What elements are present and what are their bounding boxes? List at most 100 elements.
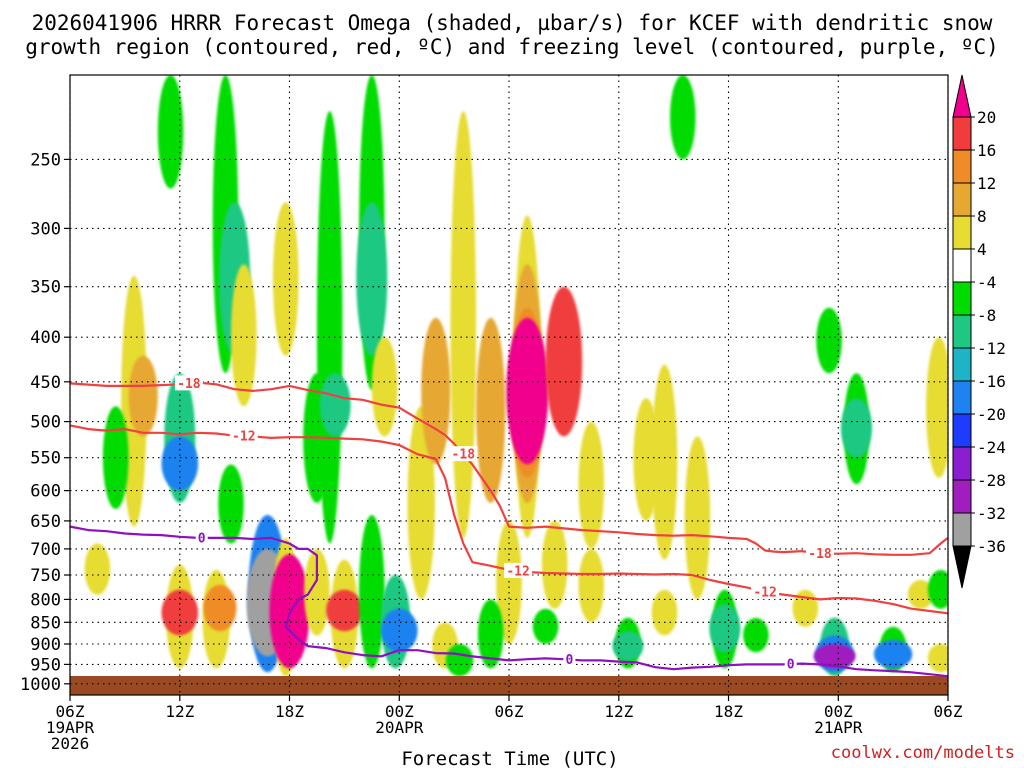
x-axis-label: Forecast Time (UTC): [401, 748, 618, 768]
dgz-minus12-label-bg-2: [751, 584, 780, 600]
credit-text: coolwx.com/modelts: [831, 743, 1015, 763]
xtick-label-42-0: 00Z: [824, 702, 853, 721]
dgz-minus18-label-0: -18: [177, 377, 201, 392]
colorbar-bin-7: [952, 314, 972, 349]
xtick-label-12-0: 18Z: [275, 702, 304, 721]
xtick-label-6-0: 12Z: [165, 702, 194, 721]
ytick-label-650: 650: [30, 512, 61, 532]
ytick-label-950: 950: [30, 655, 61, 675]
colorbar-label-7: -12: [977, 339, 1006, 358]
freezing-level-label-bg-2: [784, 656, 797, 672]
colorbar-label-6: -8: [977, 306, 996, 325]
freezing-level-label-0: 0: [198, 531, 206, 546]
omega-cell-57: [709, 604, 741, 653]
colorbar-bin-3: [952, 182, 972, 217]
xtick-label-18-1: 20APR: [375, 718, 424, 737]
omega-cell-48: [578, 548, 605, 623]
freezing-level-label-2: 0: [787, 658, 795, 673]
omega-cell-3: [102, 406, 129, 509]
omega-cell-71: [927, 643, 948, 673]
dgz-minus12-label-1: -12: [506, 564, 529, 579]
dgz-minus18-label-2: -18: [808, 547, 832, 562]
ytick-label-900: 900: [30, 635, 61, 655]
omega-cell-45: [532, 608, 559, 645]
omega-cell-36: [445, 644, 474, 677]
dgz-minus18-label-bg-0: [174, 375, 203, 391]
xtick-label-0-0: 06Z: [56, 702, 85, 721]
ytick-label-700: 700: [30, 540, 61, 560]
colorbar-label-10: -24: [977, 438, 1006, 457]
xtick-label-36-0: 18Z: [714, 702, 743, 721]
colorbar-label-5: -4: [977, 273, 996, 292]
omega-cell-13: [203, 584, 237, 632]
colorbar-bin-5: [952, 248, 972, 283]
ytick-label-750: 750: [30, 566, 61, 586]
omega-cell-34: [450, 111, 477, 538]
colorbar-label-8: -16: [977, 372, 1006, 391]
omega-cell-37: [476, 317, 506, 503]
omega-cell-58: [743, 617, 769, 653]
omega-cell-2: [128, 355, 158, 437]
omega-cell-54: [670, 75, 696, 160]
dgz-minus12-label-bg-1: [504, 562, 533, 578]
ytick-label-350: 350: [30, 278, 61, 298]
omega-cell-46: [541, 520, 568, 609]
omega-cell-11: [218, 464, 244, 544]
xtick-label-24-0: 06Z: [495, 702, 524, 721]
xtick-label-42-1: 21APR: [814, 718, 863, 737]
omega-cell-53: [651, 589, 678, 636]
omega-cell-52: [651, 364, 678, 560]
chart-title-line-2: growth region (contoured, red, ºC) and f…: [25, 35, 999, 59]
dgz-minus12-label-2: -12: [753, 586, 776, 601]
colorbar-label-9: -20: [977, 405, 1006, 424]
temperature-contours: -18 -18 -18 -12 -12 -12 0 0 0: [70, 375, 948, 678]
omega-cell-22: [316, 111, 343, 544]
omega-cell-14: [231, 264, 257, 407]
ytick-label-1000: 1000: [20, 675, 61, 695]
ytick-label-800: 800: [30, 590, 61, 610]
omega-cell-67: [873, 639, 913, 669]
dgz-minus18-label-1: -18: [452, 448, 476, 463]
omega-cell-70: [927, 569, 948, 609]
omega-cell-7: [161, 436, 199, 491]
ytick-label-500: 500: [30, 413, 61, 433]
omega-cell-63: [816, 307, 842, 374]
colorbar-bin-14: [952, 545, 972, 589]
omega-cell-32: [407, 406, 435, 600]
colorbar: 20 16 12 8 4 -4 -8 -12 -16 -20 -24 -28 -32 -36: [952, 74, 1006, 589]
colorbar-bin-8: [952, 347, 972, 382]
omega-cell-25: [326, 589, 363, 632]
colorbar-label-2: 12: [977, 174, 996, 193]
colorbar-label-12: -32: [977, 504, 1006, 523]
omega-cell-0: [84, 543, 111, 595]
ytick-label-300: 300: [30, 219, 61, 239]
colorbar-bin-9: [952, 380, 972, 415]
dgz-minus18-label-bg-1: [449, 446, 478, 462]
colorbar-bin-10: [952, 413, 972, 448]
omega-cell-41: [506, 317, 549, 465]
omega-cell-50: [612, 631, 644, 661]
omega-cell-8: [157, 75, 184, 189]
omega-cell-21: [304, 548, 330, 636]
colorbar-bin-12: [952, 479, 972, 514]
xtick-label-48-0: 06Z: [934, 702, 963, 721]
omega-cell-27: [356, 202, 388, 356]
dgz-minus12-label-bg-0: [229, 428, 258, 444]
colorbar-bin-6: [952, 281, 972, 316]
ytick-label-550: 550: [30, 449, 61, 469]
omega-cell-28: [359, 515, 385, 669]
colorbar-bin-4: [952, 215, 972, 250]
y-axis-ticks: 2503003504004505005506006507007508008509…: [20, 150, 70, 695]
colorbar-label-11: -28: [977, 471, 1006, 490]
dgz-minus12-label-0: -12: [232, 430, 255, 445]
omega-cell-68: [926, 337, 948, 478]
omega-cell-44: [477, 599, 504, 669]
colorbar-label-0: 20: [977, 108, 996, 127]
freezing-level-label-1: 0: [565, 653, 573, 668]
freezing-level-label-bg-1: [563, 651, 576, 667]
ytick-label-400: 400: [30, 328, 61, 348]
colorbar-label-13: -36: [977, 537, 1006, 556]
omega-cell-33: [421, 317, 451, 465]
omega-cell-47: [578, 421, 605, 549]
